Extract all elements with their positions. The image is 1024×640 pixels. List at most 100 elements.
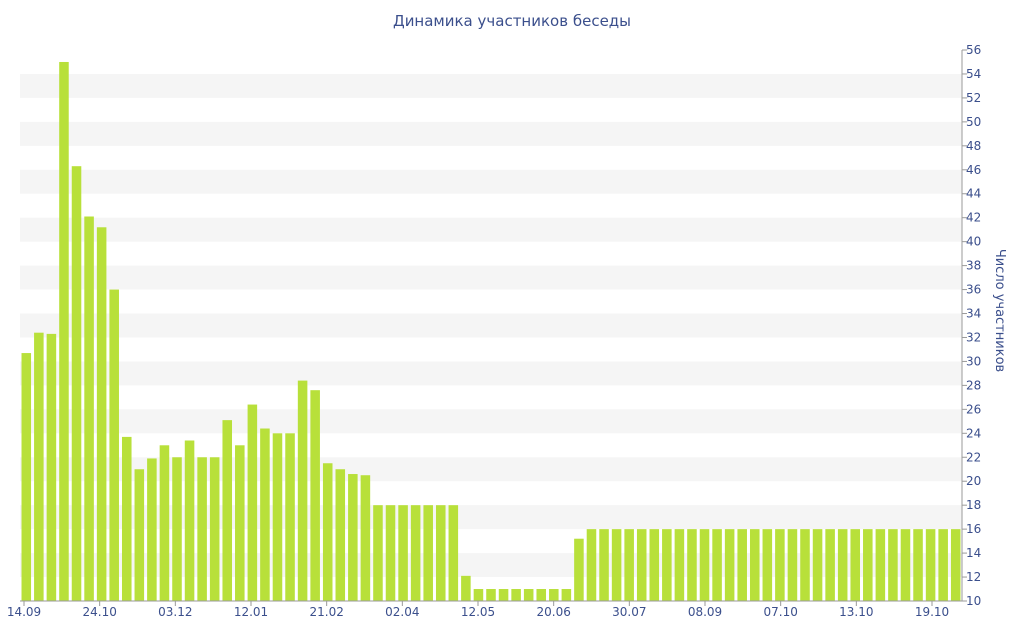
x-tick-label: 12.01 [234,605,268,619]
y-tick-label: 50 [966,115,981,129]
bar [109,289,119,601]
x-tick-label: 30.07 [612,605,646,619]
bar [913,529,923,601]
bar [435,505,446,601]
bar [900,529,911,601]
y-tick-label: 38 [966,259,981,273]
bar [825,529,835,601]
bar [71,166,82,601]
bar [285,433,295,601]
y-tick-label: 32 [966,330,981,344]
bar [574,538,584,601]
bar [486,589,496,601]
y-tick-label: 16 [966,522,981,536]
bar [461,575,471,601]
chart-title: Динамика участников беседы [392,12,632,30]
bar [385,505,396,601]
bar [272,433,283,601]
grid-bands [20,73,962,578]
bar [59,61,69,601]
bar [21,353,32,601]
bar [184,440,195,601]
x-tick-label: 12.05 [461,605,495,619]
grid-band [20,313,962,338]
bar [473,589,484,601]
bar [787,529,798,601]
bar [121,436,132,601]
y-tick-label: 30 [966,354,981,368]
bar [360,475,371,601]
bar [335,469,346,601]
bar [398,505,408,601]
bar [699,529,710,601]
bar [687,529,697,601]
bar [611,529,622,601]
y-tick-label: 34 [966,307,981,321]
bar [209,457,220,601]
y-axis-title: Число участников [992,249,1007,372]
x-tick-label: 20.06 [536,605,570,619]
bar [950,529,961,601]
grid-band [20,73,962,98]
y-tick-label: 20 [966,474,981,488]
y-tick-label: 18 [966,498,981,512]
bar [310,390,320,601]
bar [863,529,873,601]
y-tick-label: 46 [966,163,981,177]
x-tick-label: 24.10 [82,605,116,619]
bar [636,529,647,601]
x-tick-label: 07.10 [763,605,797,619]
bar [599,529,609,601]
x-tick-label: 21.02 [309,605,343,619]
bar [561,589,572,601]
y-tick-label: 44 [966,187,981,201]
bar [649,529,660,601]
bar [448,505,459,601]
bar [159,445,170,601]
y-tick-label: 42 [966,211,981,225]
bar-series [21,61,961,601]
y-tick-label: 10 [966,594,981,608]
y-tick-label: 24 [966,426,981,440]
bar [938,529,948,601]
grid-band [20,409,962,434]
bar [812,529,823,601]
bar [549,589,559,601]
bar [775,529,785,601]
y-tick-label: 28 [966,378,981,392]
bar [749,529,760,601]
bar [511,589,521,601]
bar [34,332,44,601]
grid-band [20,265,962,290]
y-tick-label: 56 [966,43,981,57]
bar [172,457,182,601]
bar [674,529,685,601]
bar [235,445,245,601]
bar [373,505,383,601]
bar [800,529,810,601]
y-tick-label: 22 [966,450,981,464]
bar [737,529,747,601]
x-tick-label: 03.12 [158,605,192,619]
bar [84,216,94,601]
bar [925,529,936,601]
bar [134,469,145,601]
y-tick-label: 26 [966,402,981,416]
bar [662,529,672,601]
bar [147,458,157,601]
grid-band [20,217,962,242]
bar [247,404,258,601]
bar [624,529,634,601]
bar [850,529,861,601]
bar [297,380,308,601]
bar [410,505,421,601]
y-tick-label: 14 [966,546,981,560]
bar [586,529,597,601]
bar [712,529,722,601]
bar [888,529,898,601]
y-tick-label: 48 [966,139,981,153]
y-tick-label: 40 [966,235,981,249]
bar [536,589,547,601]
bar [222,420,233,601]
